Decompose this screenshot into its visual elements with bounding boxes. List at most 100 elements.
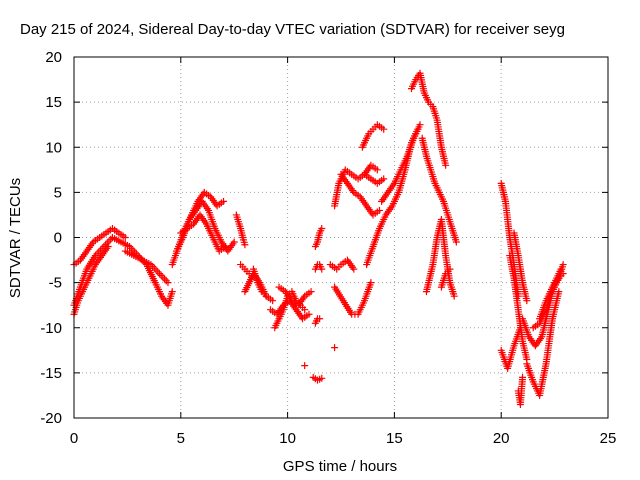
trace-marker <box>528 376 536 384</box>
trace-marker <box>279 286 287 294</box>
trace-marker <box>524 331 532 339</box>
trace-marker <box>446 276 454 284</box>
trace-marker <box>443 209 451 217</box>
trace-marker <box>557 272 565 280</box>
trace-marker <box>420 87 428 95</box>
trace-marker <box>547 285 555 293</box>
trace-marker <box>82 249 90 257</box>
trace-marker <box>364 132 372 140</box>
trace-marker <box>260 290 268 298</box>
trace-marker <box>518 376 526 384</box>
trace-marker <box>402 155 410 163</box>
trace-marker <box>157 271 165 279</box>
trace-marker <box>433 236 441 244</box>
trace-marker <box>359 299 367 307</box>
x-tick-label: 15 <box>386 430 403 447</box>
y-tick-label: 0 <box>54 230 62 247</box>
trace-marker <box>548 317 556 325</box>
trace-marker <box>123 241 131 249</box>
trace-marker <box>558 263 566 271</box>
series-track-ab <box>378 121 424 205</box>
series-track-b <box>70 224 129 269</box>
trace-marker <box>185 218 193 226</box>
trace-marker <box>434 186 442 194</box>
trace-marker <box>426 164 434 172</box>
trace-marker <box>368 245 376 253</box>
trace-marker <box>107 235 115 243</box>
trace-marker <box>534 321 542 329</box>
trace-marker <box>82 267 90 275</box>
y-tick-label: 10 <box>45 139 62 156</box>
series-track-x <box>337 170 383 219</box>
trace-marker <box>187 221 195 229</box>
trace-marker <box>428 263 436 271</box>
series-track-t <box>331 344 339 352</box>
trace-marker <box>316 375 324 383</box>
trace-marker <box>411 78 419 86</box>
trace-marker <box>338 295 346 303</box>
data-point <box>164 279 172 287</box>
series-track-d <box>121 247 172 287</box>
x-tick-label: 20 <box>493 430 510 447</box>
trace-marker <box>274 317 282 325</box>
trace-marker <box>145 259 153 267</box>
axis-ticks: 0 5 10 15 20 25 -20 -15 -10 -5 0 5 10 15 20 <box>40 49 616 447</box>
x-tick-label: 25 <box>600 430 617 447</box>
trace-marker <box>522 294 530 302</box>
trace-marker <box>178 236 186 244</box>
trace-marker <box>161 275 169 283</box>
trace-marker <box>541 299 549 307</box>
trace-marker <box>366 281 374 289</box>
trace-marker <box>299 303 307 311</box>
trace-marker <box>90 253 98 261</box>
trace-marker <box>373 208 381 216</box>
trace-marker <box>378 124 386 132</box>
trace-marker <box>77 290 85 298</box>
series-track-q <box>311 224 326 251</box>
trace-marker <box>387 204 395 212</box>
trace-marker <box>119 232 127 240</box>
trace-marker <box>216 236 224 244</box>
trace-marker <box>154 268 162 276</box>
trace-marker <box>365 173 373 181</box>
trace-marker <box>449 290 457 298</box>
series-track-ao <box>536 270 567 323</box>
trace-marker <box>157 290 165 298</box>
x-axis-label: GPS time / hours <box>283 458 397 475</box>
trace-marker <box>331 264 339 272</box>
x-tick-label: 5 <box>177 430 185 447</box>
series-track-w <box>331 161 381 210</box>
trace-marker <box>422 150 430 158</box>
y-tick-label: -15 <box>40 365 62 382</box>
trace-marker <box>253 276 261 284</box>
trace-marker <box>150 277 158 285</box>
trace-marker <box>346 308 354 316</box>
trace-marker <box>367 127 375 135</box>
trace-marker <box>427 100 435 108</box>
trace-marker <box>396 168 404 176</box>
trace-marker <box>86 272 94 280</box>
trace-marker <box>299 294 307 302</box>
trace-marker <box>501 195 509 203</box>
y-axis-label: SDTVAR / TECUs <box>7 178 24 298</box>
series-track-h <box>232 211 249 249</box>
series-track-u <box>331 279 375 318</box>
series-track-c <box>70 243 112 318</box>
trace-marker <box>217 199 225 207</box>
trace-marker <box>510 272 518 280</box>
series-track-k <box>249 265 270 300</box>
trace-marker <box>518 335 526 343</box>
trace-marker <box>236 222 244 230</box>
series-track-v <box>326 256 358 273</box>
trace-marker <box>267 295 275 303</box>
trace-marker <box>430 177 438 185</box>
trace-marker <box>509 344 517 352</box>
series-track-ah <box>497 324 524 372</box>
series-track-aj <box>510 229 531 305</box>
trace-marker <box>409 136 417 144</box>
x-tick-label: 10 <box>279 430 296 447</box>
trace-marker <box>354 191 362 199</box>
trace-marker <box>554 290 562 298</box>
data-point <box>331 344 339 352</box>
trace-marker <box>444 267 452 275</box>
